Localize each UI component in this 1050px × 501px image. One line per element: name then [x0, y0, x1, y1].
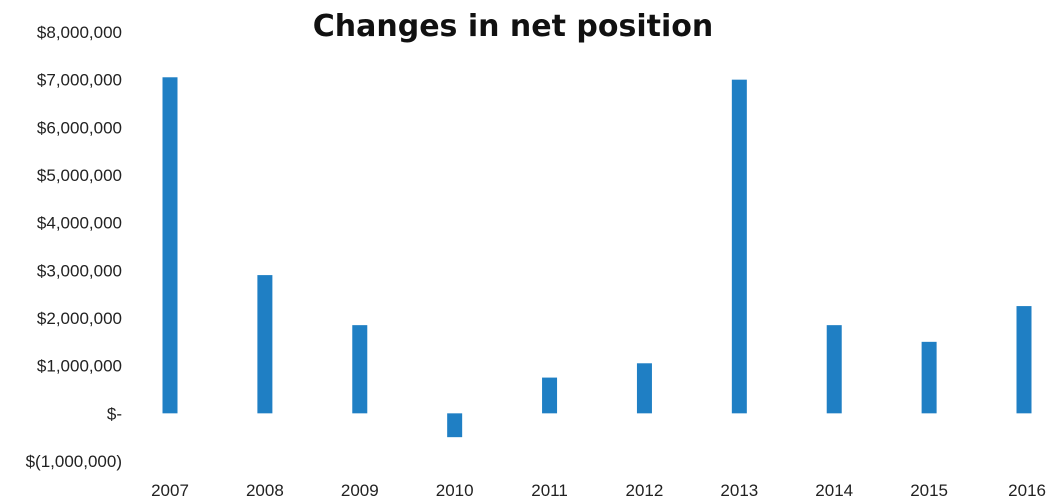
- chart-title: Changes in net position: [313, 9, 714, 44]
- y-tick-label: $-: [107, 404, 122, 423]
- y-tick-label: $6,000,000: [37, 118, 122, 137]
- y-tick-label: $3,000,000: [37, 261, 122, 280]
- x-axis: 2007 2008 2009 2010 2011 2012 2013 2014 2015 2016: [151, 481, 1046, 500]
- bars: [162, 77, 1032, 438]
- y-axis: $8,000,000 $7,000,000 $6,000,000 $5,000,000…: [26, 23, 122, 471]
- bar-2012: [636, 363, 652, 414]
- bar-2008: [257, 275, 273, 414]
- bar-2016: [1016, 306, 1032, 414]
- x-tick-label: 2008: [246, 481, 284, 500]
- y-tick-label: $8,000,000: [37, 23, 122, 42]
- x-tick-label: 2010: [436, 481, 474, 500]
- bar-2015: [921, 341, 937, 414]
- bar-2010: [447, 413, 463, 438]
- x-tick-label: 2016: [1008, 481, 1046, 500]
- y-tick-label: $7,000,000: [37, 71, 122, 90]
- y-tick-label: $(1,000,000): [26, 452, 122, 471]
- bar-2009: [352, 325, 368, 414]
- bar-2011: [542, 377, 558, 414]
- x-tick-label: 2015: [910, 481, 948, 500]
- bar-2014: [826, 325, 842, 414]
- y-tick-label: $4,000,000: [37, 214, 122, 233]
- y-tick-label: $5,000,000: [37, 166, 122, 185]
- x-tick-label: 2007: [151, 481, 189, 500]
- x-tick-label: 2012: [626, 481, 664, 500]
- bar-2007: [162, 77, 178, 414]
- bar-2013: [731, 79, 747, 414]
- x-tick-label: 2011: [531, 481, 568, 500]
- x-tick-label: 2009: [341, 481, 379, 500]
- x-tick-label: 2013: [720, 481, 758, 500]
- y-tick-label: $1,000,000: [37, 357, 122, 376]
- x-tick-label: 2014: [815, 481, 853, 500]
- y-tick-label: $2,000,000: [37, 309, 122, 328]
